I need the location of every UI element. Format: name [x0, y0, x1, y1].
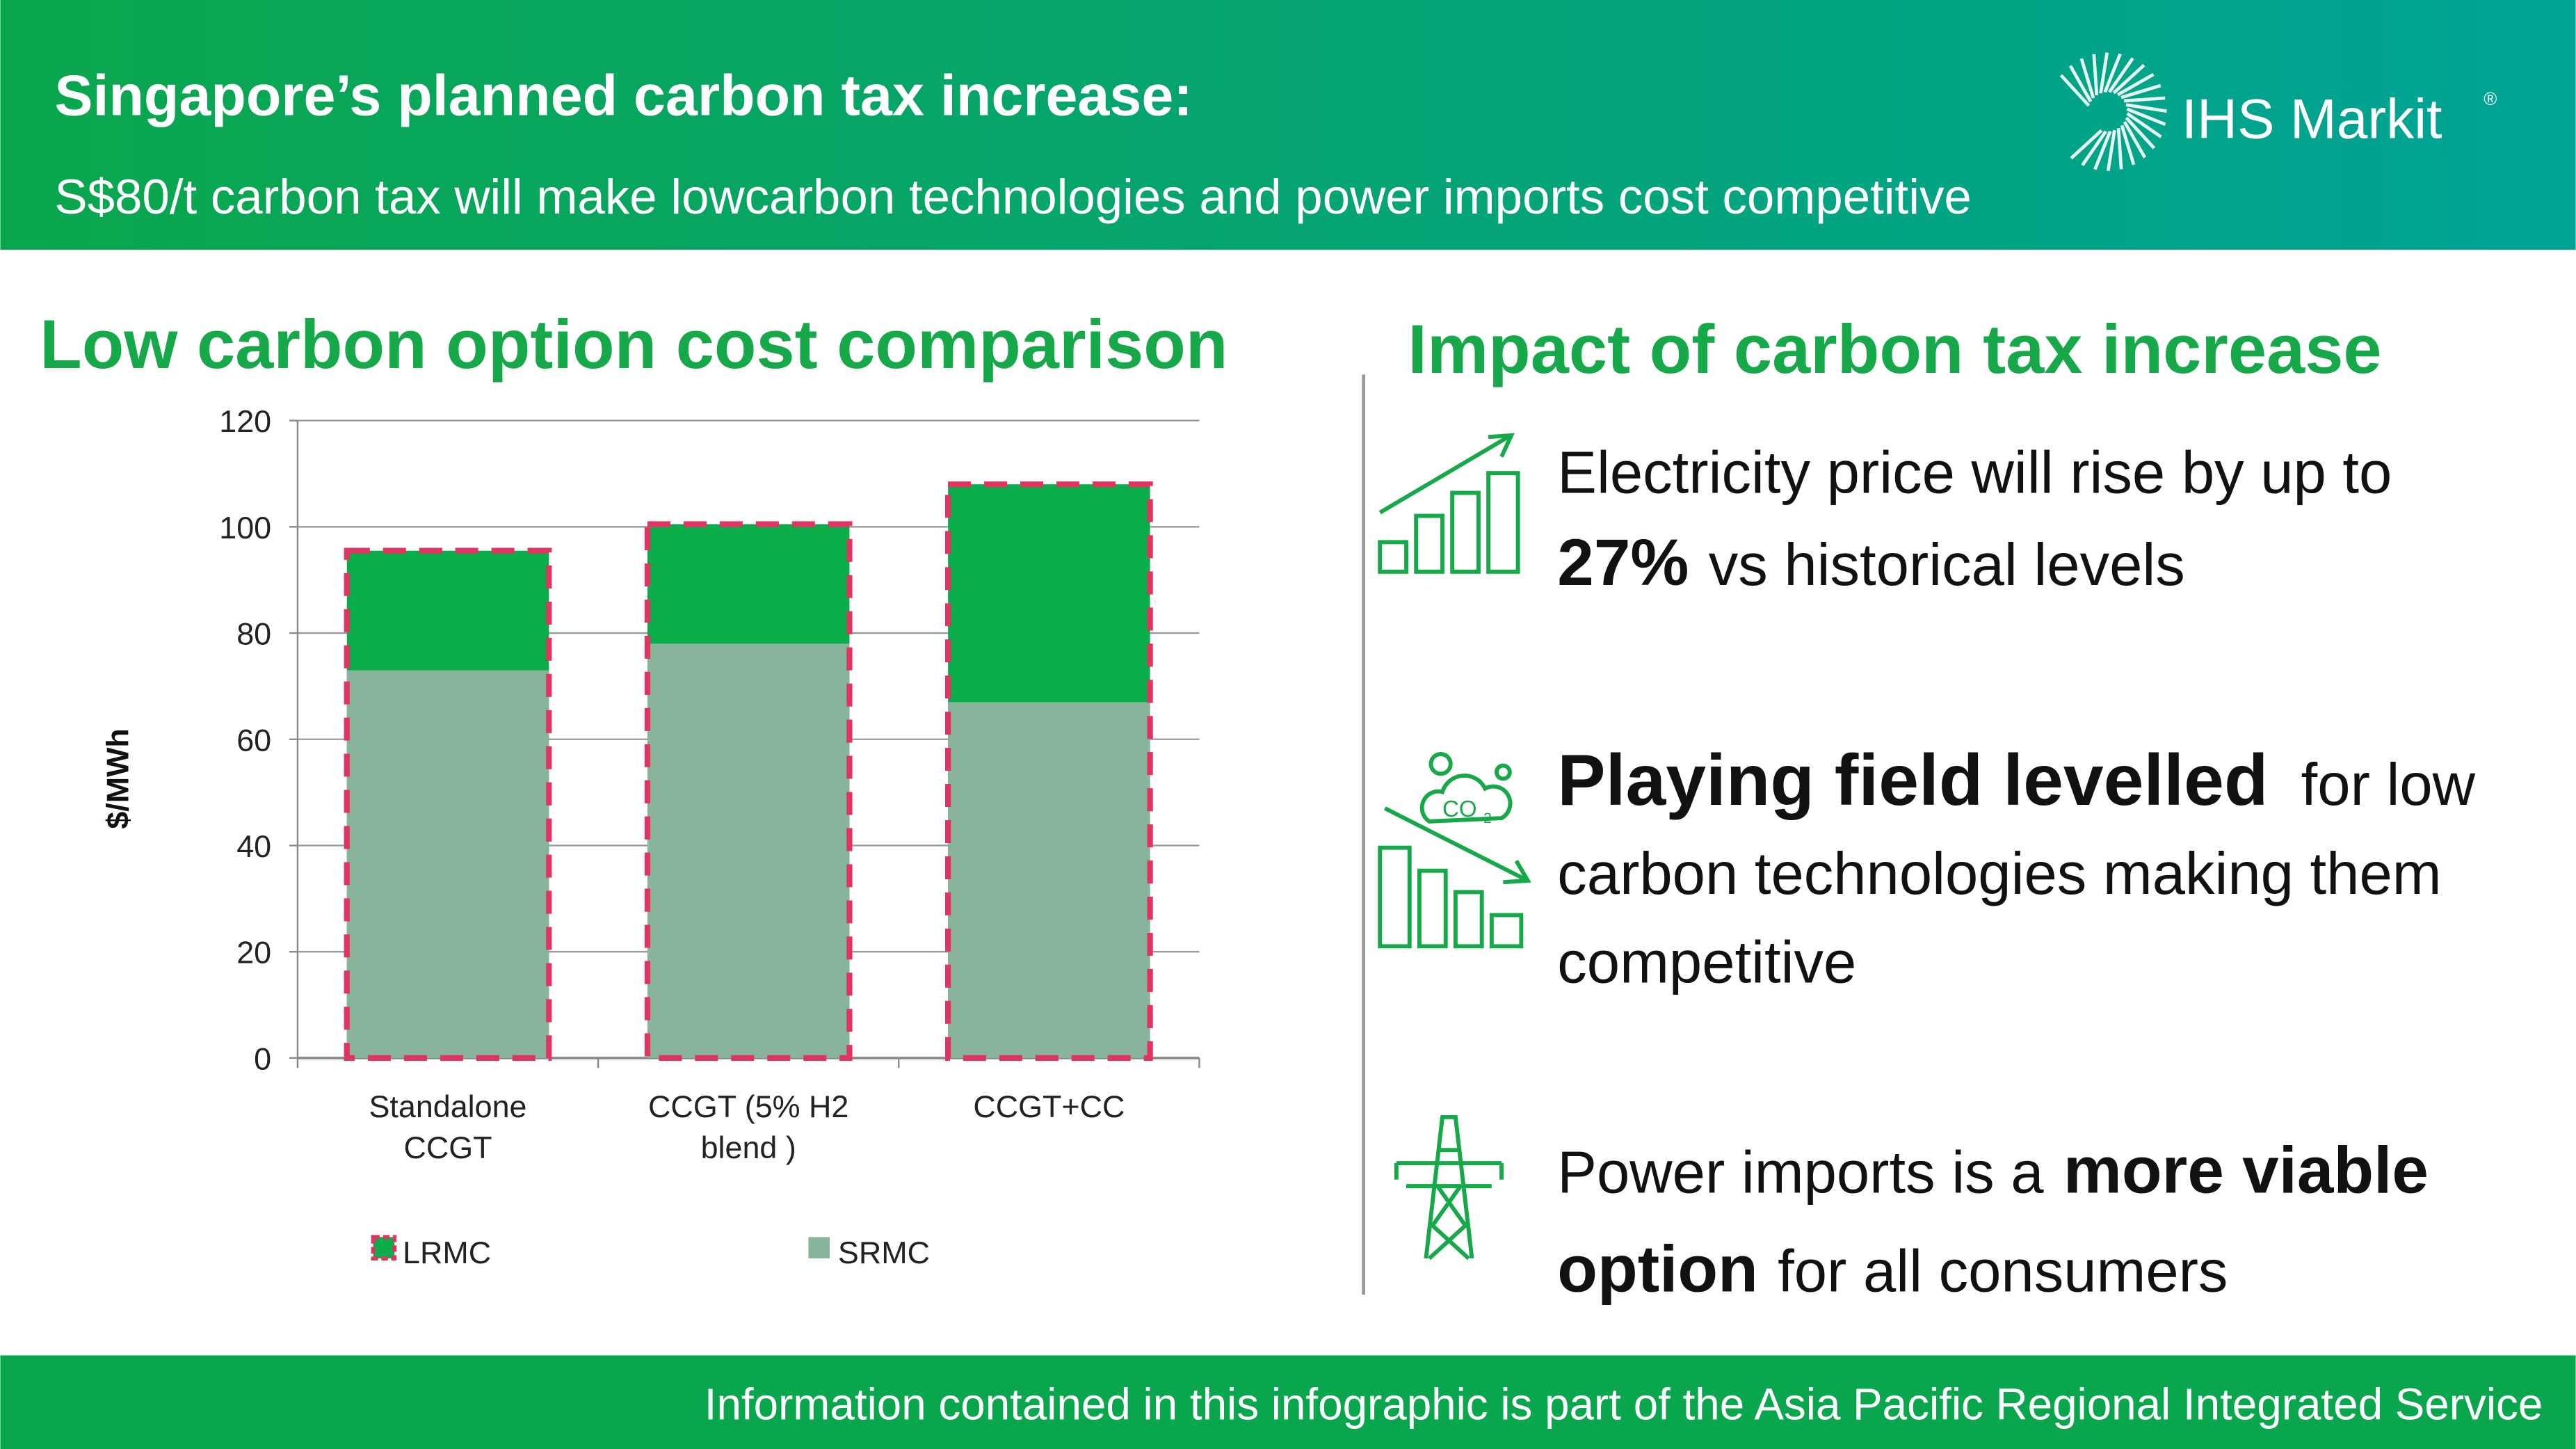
impact-bold: option	[1557, 1232, 1757, 1306]
logo-ray	[2116, 128, 2123, 170]
logo-ray	[2126, 112, 2162, 138]
impact-text: competitive	[1557, 929, 1856, 995]
svg-text:CO: CO	[1442, 796, 1477, 822]
logo-ray	[2092, 54, 2099, 96]
logo-ray	[2081, 130, 2107, 166]
logo-ray	[2123, 96, 2166, 103]
impact-line: carbon technologies making them	[1557, 841, 2441, 907]
impact-text: Power imports is a	[1557, 1140, 2044, 1206]
logo-ray	[2125, 116, 2156, 150]
legend-label: LRMC	[403, 1235, 491, 1270]
logo-ray	[2093, 130, 2112, 170]
impact-line: Electricity price will rise by up to	[1557, 440, 2392, 506]
srmc-bar	[948, 702, 1150, 1058]
impact-bold: more viable	[2063, 1134, 2429, 1208]
impact-line: option for all consumers	[1557, 1232, 2228, 1306]
y-tick-label: 120	[219, 403, 271, 439]
impact-bold: Playing field levelled	[1557, 740, 2268, 821]
x-tick-label: CCGT+CC	[973, 1089, 1125, 1124]
logo-ray	[2099, 52, 2109, 94]
logo-ray	[2116, 72, 2155, 97]
impact-title: Impact of carbon tax increase	[1408, 311, 2381, 388]
logo-ray	[2103, 53, 2122, 93]
rising-chart-icon	[1378, 433, 1520, 574]
logo-mark: ®	[2484, 88, 2497, 109]
logo-icon	[2059, 52, 2167, 171]
impact-line: Power imports is a more viable	[1557, 1134, 2429, 1208]
logo-text: IHS Markit	[2182, 88, 2442, 150]
logo-ray	[2120, 83, 2162, 99]
logo-ray	[2123, 120, 2147, 159]
x-tick-label: CCGT	[403, 1130, 492, 1165]
legend-swatch	[371, 1235, 397, 1260]
y-axis-label: $/MWh	[100, 728, 136, 829]
lrmc-outline	[944, 481, 1153, 1062]
impact-text: for all consumers	[1778, 1238, 2228, 1304]
y-tick-label: 100	[219, 510, 271, 545]
y-tick-label: 80	[236, 616, 271, 652]
logo-ray	[2112, 63, 2146, 95]
impact-line: competitive	[1557, 929, 1856, 995]
svg-text:2: 2	[1483, 810, 1492, 826]
logo-ray	[2120, 125, 2136, 166]
co2-icon: CO 2	[1378, 752, 1531, 949]
logo-ray	[2126, 107, 2166, 126]
logo-ray	[2125, 103, 2167, 113]
x-tick-label: blend )	[701, 1130, 796, 1165]
y-tick-label: 40	[236, 828, 271, 864]
logo-ray	[2059, 74, 2091, 107]
lrmc-outline	[644, 521, 853, 1062]
legend-label: SRMC	[838, 1235, 930, 1270]
y-tick-label: 60	[236, 722, 271, 758]
footer-band	[0, 1355, 2576, 1449]
impact-bold: 27%	[1557, 526, 1689, 600]
logo-ray	[2108, 57, 2134, 93]
logo-ray	[2068, 65, 2093, 103]
pylon-icon	[1394, 1114, 1504, 1260]
logo-ray	[2070, 129, 2103, 160]
y-tick-label: 20	[236, 935, 271, 970]
impact-text: Electricity price will rise by up to	[1557, 440, 2392, 506]
impact-line: Playing field levelled for low	[1557, 740, 2475, 821]
legend-swatch	[808, 1237, 830, 1259]
logo-ray	[2106, 129, 2116, 171]
x-tick-label: CCGT (5% H2	[648, 1089, 848, 1124]
impact-text: for low	[2301, 752, 2476, 818]
impact-line: 27% vs historical levels	[1557, 526, 2184, 600]
srmc-bar	[346, 670, 549, 1058]
lrmc-outline	[344, 547, 552, 1062]
header-subtitle: S$80/t carbon tax will make lowcarbon te…	[54, 170, 1971, 225]
logo-ray	[2079, 58, 2095, 99]
srmc-bar	[647, 643, 850, 1058]
chart-title: Low carbon option cost comparison	[40, 306, 1227, 383]
impact-text: carbon technologies making them	[1557, 841, 2441, 907]
impact-text: vs historical levels	[1709, 532, 2185, 598]
header-title: Singapore’s planned carbon tax increase:	[54, 63, 1192, 127]
footer-text: Information contained in this infographi…	[705, 1379, 2543, 1429]
x-tick-label: Standalone	[369, 1089, 527, 1124]
y-tick-label: 0	[254, 1041, 271, 1076]
